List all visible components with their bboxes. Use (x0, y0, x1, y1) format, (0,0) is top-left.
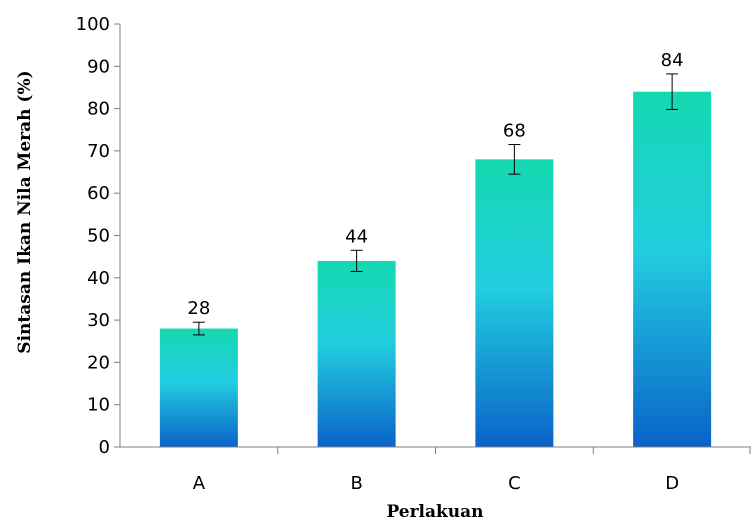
error-bar-D (666, 73, 679, 110)
y-tick-label: 90 (87, 56, 110, 77)
bars (159, 91, 712, 448)
error-bar-B (350, 249, 363, 272)
y-tick-label: 0 (99, 437, 110, 458)
y-tick-label: 50 (87, 226, 110, 247)
axes (114, 23, 751, 454)
y-tick-label: 60 (87, 183, 110, 204)
x-tick-label-C: C (508, 473, 521, 494)
y-tick-label: 100 (76, 14, 110, 35)
y-axis-title: Sintasan Ikan Nila Merah (%) (15, 70, 35, 353)
x-axis-title: Perlakuan (386, 502, 483, 522)
x-tick-label-B: B (350, 473, 362, 494)
y-tick-label: 10 (87, 395, 110, 416)
error-bar-A (192, 321, 205, 336)
bar-B (317, 260, 396, 447)
data-label-A: 28 (187, 298, 210, 319)
y-tick-label: 80 (87, 99, 110, 120)
data-label-C: 68 (503, 121, 526, 142)
data-label-B: 44 (345, 226, 368, 247)
y-tick-label: 20 (87, 352, 110, 373)
y-tick-label: 40 (87, 268, 110, 289)
error-bar-C (508, 144, 521, 175)
labels: 0 10 20 30 40 50 60 70 80 90 100 28 A 44 B 68 C 84 D (76, 14, 684, 494)
y-tick-label: 70 (87, 141, 110, 162)
bar-D (633, 91, 712, 448)
error-bars (192, 73, 679, 336)
y-tick-label: 30 (87, 310, 110, 331)
x-tick-label-D: D (665, 473, 679, 494)
bar-A (159, 328, 238, 447)
data-label-D: 84 (661, 50, 684, 71)
bar-C (475, 159, 554, 448)
x-tick-label-A: A (193, 473, 206, 494)
